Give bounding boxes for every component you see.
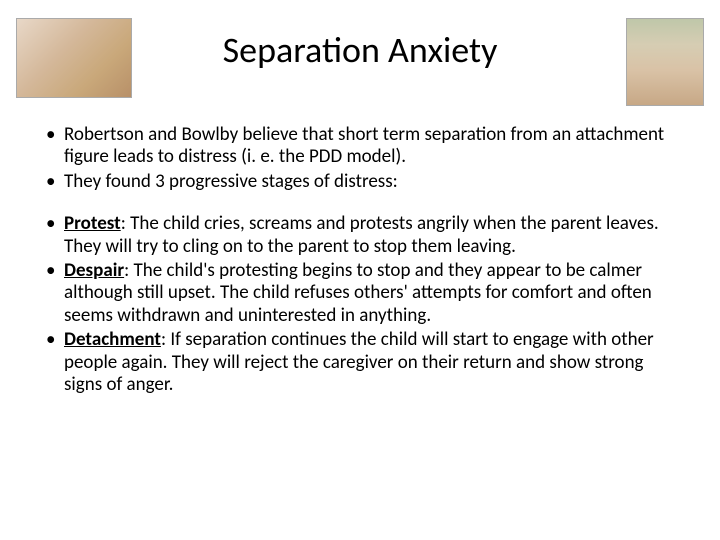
slide-title: Separation Anxiety xyxy=(223,28,498,72)
stage-text: : The child's protesting begins to stop … xyxy=(64,259,652,327)
stages-list: Protest: The child cries, screams and pr… xyxy=(42,213,678,396)
stage-label: Detachment xyxy=(64,328,161,351)
monkey-image xyxy=(626,18,704,106)
intro-item: They found 3 progressive stages of distr… xyxy=(42,171,678,193)
intro-item: Robertson and Bowlby believe that short … xyxy=(42,124,678,169)
stage-text: : The child cries, screams and protests … xyxy=(64,212,659,257)
slide-container: Separation Anxiety Robertson and Bowlby … xyxy=(0,0,720,540)
stage-label: Protest xyxy=(64,212,121,235)
family-image xyxy=(16,18,132,98)
stage-item: Despair: The child's protesting begins t… xyxy=(42,260,678,327)
stage-item: Detachment: If separation continues the … xyxy=(42,329,678,396)
stage-label: Despair xyxy=(64,259,124,282)
stage-item: Protest: The child cries, screams and pr… xyxy=(42,213,678,258)
intro-list: Robertson and Bowlby believe that short … xyxy=(42,124,678,193)
header-row: Separation Anxiety xyxy=(36,18,684,106)
content-area: Robertson and Bowlby believe that short … xyxy=(36,124,684,396)
